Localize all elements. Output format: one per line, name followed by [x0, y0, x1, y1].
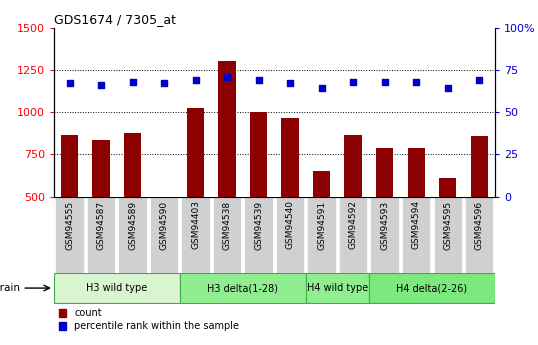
- Text: GSM94592: GSM94592: [349, 200, 358, 249]
- Text: GSM94595: GSM94595: [443, 200, 452, 249]
- Text: GSM94590: GSM94590: [160, 200, 168, 249]
- Point: [254, 77, 263, 83]
- Text: GSM94596: GSM94596: [475, 200, 484, 249]
- FancyBboxPatch shape: [339, 197, 367, 273]
- FancyBboxPatch shape: [369, 273, 495, 303]
- Point: [65, 81, 74, 86]
- Bar: [250, 112, 267, 197]
- Bar: [124, 133, 141, 197]
- Text: H3 wild type: H3 wild type: [86, 283, 147, 293]
- FancyBboxPatch shape: [402, 197, 430, 273]
- FancyBboxPatch shape: [87, 197, 115, 273]
- FancyBboxPatch shape: [181, 197, 210, 273]
- FancyBboxPatch shape: [55, 197, 84, 273]
- FancyBboxPatch shape: [213, 197, 241, 273]
- Bar: [187, 108, 204, 197]
- Point: [223, 74, 231, 79]
- FancyBboxPatch shape: [276, 197, 305, 273]
- Text: GSM94539: GSM94539: [254, 200, 263, 249]
- Text: GSM94587: GSM94587: [96, 200, 105, 249]
- Bar: [61, 135, 78, 197]
- Point: [192, 77, 200, 83]
- Bar: [376, 148, 393, 197]
- Point: [160, 81, 168, 86]
- Point: [443, 86, 452, 91]
- Point: [286, 81, 294, 86]
- Point: [317, 86, 326, 91]
- Point: [97, 82, 105, 88]
- FancyBboxPatch shape: [465, 197, 493, 273]
- Text: GDS1674 / 7305_at: GDS1674 / 7305_at: [54, 13, 176, 27]
- FancyBboxPatch shape: [371, 197, 399, 273]
- Text: GSM94555: GSM94555: [65, 200, 74, 249]
- Point: [412, 79, 421, 85]
- FancyBboxPatch shape: [150, 197, 178, 273]
- Text: H4 delta(2-26): H4 delta(2-26): [397, 283, 468, 293]
- Bar: [344, 135, 362, 197]
- Point: [475, 77, 484, 83]
- Text: strain: strain: [0, 283, 20, 293]
- FancyBboxPatch shape: [307, 197, 336, 273]
- Bar: [218, 61, 236, 197]
- Bar: [439, 178, 456, 197]
- FancyBboxPatch shape: [118, 197, 147, 273]
- Bar: [407, 148, 425, 197]
- Point: [349, 79, 357, 85]
- FancyBboxPatch shape: [244, 197, 273, 273]
- Point: [128, 79, 137, 85]
- Bar: [471, 136, 488, 197]
- Text: GSM94594: GSM94594: [412, 200, 421, 249]
- FancyBboxPatch shape: [54, 273, 180, 303]
- Text: GSM94591: GSM94591: [317, 200, 326, 249]
- Text: GSM94538: GSM94538: [223, 200, 232, 249]
- Text: GSM94589: GSM94589: [128, 200, 137, 249]
- FancyBboxPatch shape: [306, 273, 369, 303]
- Text: GSM94593: GSM94593: [380, 200, 389, 249]
- Point: [380, 79, 389, 85]
- Text: GSM94403: GSM94403: [191, 200, 200, 249]
- Bar: [93, 140, 110, 197]
- Bar: [313, 171, 330, 197]
- FancyBboxPatch shape: [180, 273, 306, 303]
- Bar: [281, 118, 299, 197]
- FancyBboxPatch shape: [434, 197, 462, 273]
- Text: GSM94540: GSM94540: [286, 200, 295, 249]
- Text: H4 wild type: H4 wild type: [307, 283, 368, 293]
- Legend: count, percentile rank within the sample: count, percentile rank within the sample: [59, 308, 239, 332]
- Text: H3 delta(1-28): H3 delta(1-28): [207, 283, 278, 293]
